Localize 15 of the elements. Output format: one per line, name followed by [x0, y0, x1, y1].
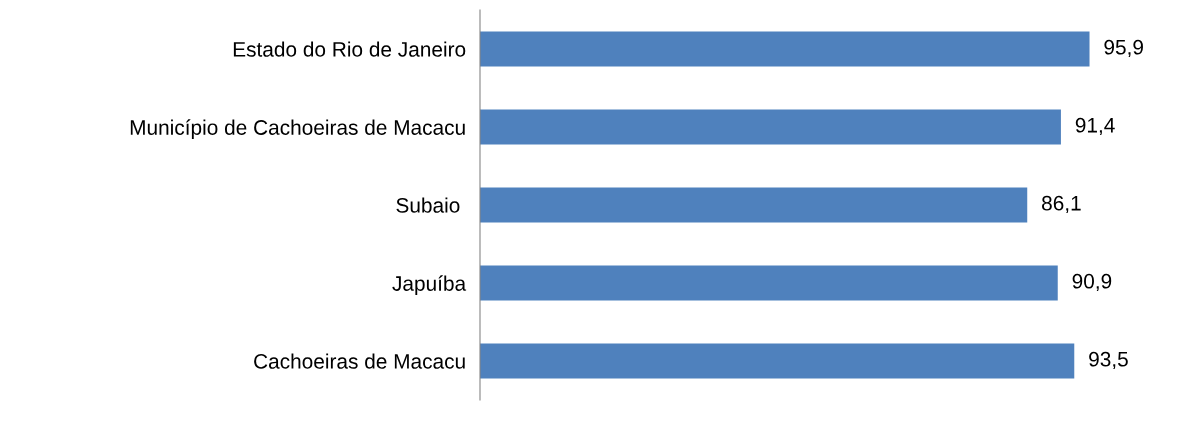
- y-tick-label: Cachoeiras de Macacu: [254, 353, 465, 369]
- bar: [480, 187, 1028, 223]
- y-tick-label: Estado do Rio de Janeiro: [233, 41, 466, 57]
- y-tick-label: Município de Cachoeiras de Macacu: [130, 119, 465, 139]
- y-tick-label: Japuíba: [392, 275, 467, 295]
- data-label: 86,1: [1042, 195, 1081, 214]
- data-label: 93,5: [1089, 351, 1128, 370]
- data-label: 91,4: [1075, 117, 1115, 136]
- data-label: 95,9: [1104, 39, 1143, 58]
- bar: [480, 109, 1061, 145]
- bar: [480, 343, 1075, 379]
- bar: [480, 31, 1090, 67]
- bar: [480, 265, 1058, 301]
- y-tick-label: Subaio: [396, 197, 460, 213]
- data-label: 90,9: [1072, 273, 1112, 292]
